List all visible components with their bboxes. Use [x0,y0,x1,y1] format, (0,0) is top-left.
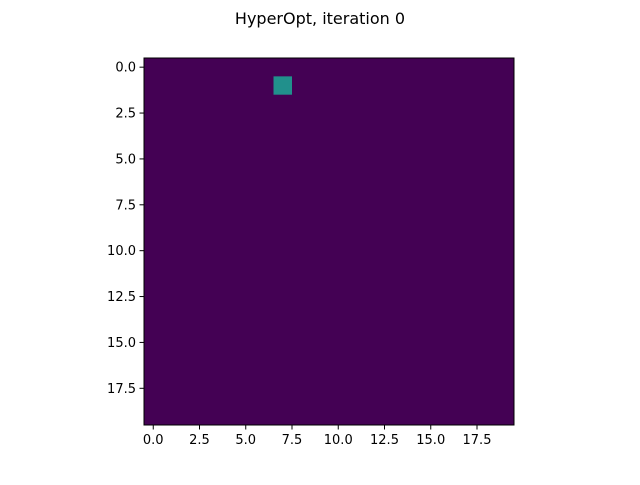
plot-area [144,58,514,425]
x-tick-label: 2.5 [189,433,210,448]
x-tick-label: 7.5 [282,433,303,448]
x-tick-label: 17.5 [463,433,492,448]
y-tick-label: 15.0 [107,336,136,351]
axes: 0.0 2.5 5.0 7.5 10.0 12.5 15.0 17.5 0.0 2.5 5.0 7.5… [107,57,515,448]
x-tick-label: 10.0 [324,433,353,448]
y-tick-label: 17.5 [107,382,136,397]
plot-frame [143,57,515,426]
y-tick-label: 10.0 [107,244,136,259]
heatmap-background [144,58,514,425]
y-tick-label: 2.5 [115,107,136,122]
x-tick-label: 5.0 [235,433,256,448]
x-tick-label: 12.5 [370,433,399,448]
chart-title: HyperOpt, iteration 0 [235,9,405,28]
y-tick-label: 7.5 [115,198,136,213]
y-tick-label: 5.0 [115,152,136,167]
x-tick-label: 0.0 [143,433,164,448]
y-tick-label: 12.5 [107,290,136,305]
heatmap-cell [273,76,292,95]
x-tick-label: 15.0 [416,433,445,448]
y-tick-label: 0.0 [115,61,136,76]
